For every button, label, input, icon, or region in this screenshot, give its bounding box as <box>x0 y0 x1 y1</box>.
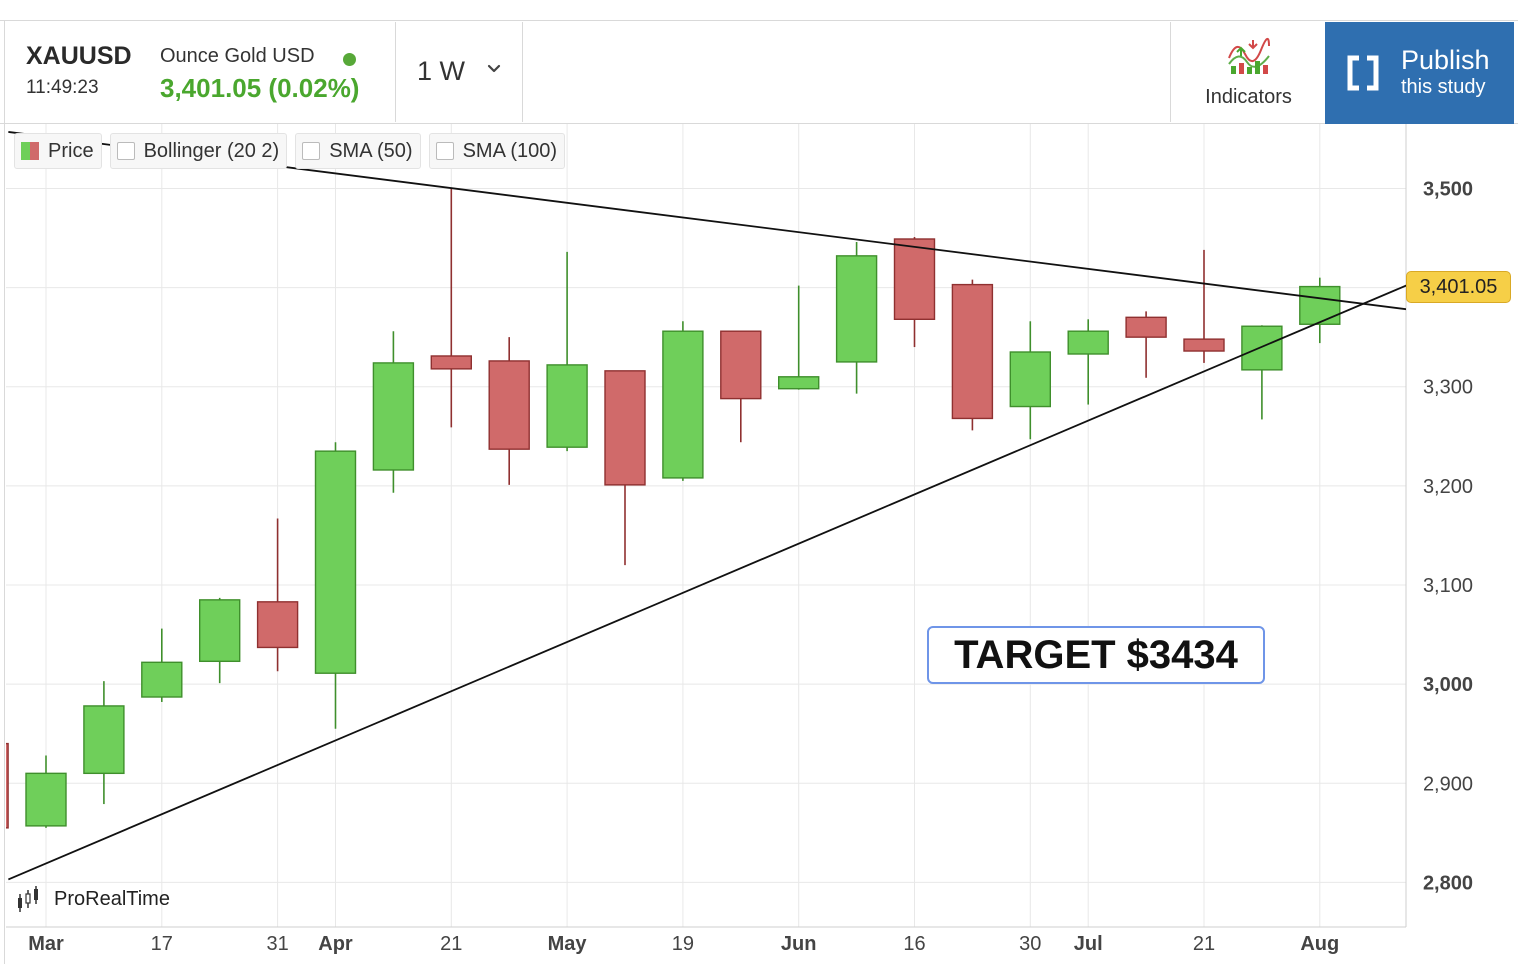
bracket-icon <box>1347 55 1379 91</box>
candle-up <box>372 362 415 471</box>
indicators-icon <box>1228 38 1270 74</box>
last-price: 3,401.05 (0.02%) <box>160 73 360 103</box>
candle-down <box>6 742 9 829</box>
trendline-lower <box>8 284 1406 881</box>
publish-label: Publish <box>1401 45 1490 75</box>
x-tick-label: 17 <box>151 933 173 955</box>
publish-sublabel: this study <box>1401 76 1486 98</box>
checkbox-icon <box>302 142 321 160</box>
publish-button[interactable]: Publish this study <box>1325 22 1514 124</box>
candle-up <box>25 772 67 827</box>
current-price-tag: 3,401.05 <box>1406 270 1511 303</box>
x-tick-label: 21 <box>440 933 462 955</box>
live-status-icon <box>343 53 356 66</box>
x-tick-label: 19 <box>672 933 694 955</box>
x-tick-label: Aug <box>1300 933 1339 955</box>
y-tick-label: 3,000 <box>1423 674 1473 696</box>
chevron-down-icon <box>487 64 501 73</box>
candle-up <box>1299 285 1341 325</box>
candle-up <box>83 705 125 775</box>
legend-sma-100-label: SMA (100) <box>462 139 558 162</box>
candle-up <box>198 599 241 663</box>
candle-up <box>314 450 357 674</box>
legend-sma-50[interactable]: SMA (50) <box>295 133 421 169</box>
candle-up <box>141 661 183 698</box>
x-tick-label: Apr <box>318 933 353 955</box>
x-tick-label: May <box>548 933 588 955</box>
candle-down <box>604 370 646 486</box>
candle-up <box>835 255 878 363</box>
candle-up <box>662 330 704 479</box>
brand: ProRealTime <box>16 884 170 914</box>
candle-up <box>778 376 820 390</box>
x-tick-label: 30 <box>1019 933 1041 955</box>
chart-legend: Price Bollinger (20 2) SMA (50) SMA (100… <box>14 133 566 169</box>
y-tick-label: 3,300 <box>1423 377 1473 399</box>
candle-up <box>1067 330 1109 355</box>
symbol-label: XAUUSD <box>26 42 132 70</box>
candle-down <box>488 360 530 450</box>
candle-down <box>893 238 936 320</box>
candle-down <box>951 283 994 420</box>
interval-selector[interactable]: 1 W <box>397 22 523 122</box>
candle-down <box>1183 338 1225 352</box>
quote-time: 11:49:23 <box>26 77 99 98</box>
y-tick-label: 2,900 <box>1423 773 1473 795</box>
indicators-button[interactable]: Indicators <box>1170 22 1325 122</box>
candle-up <box>1241 325 1283 371</box>
checkbox-icon <box>435 142 454 160</box>
legend-price-label: Price <box>48 139 94 162</box>
indicators-label: Indicators <box>1205 86 1292 108</box>
x-tick-label: 16 <box>903 933 925 955</box>
candles-group <box>6 131 1406 881</box>
x-tick-label: 31 <box>266 933 288 955</box>
candle-down <box>1125 316 1167 338</box>
legend-sma-50-label: SMA (50) <box>329 139 413 162</box>
plot-area <box>6 124 1406 927</box>
candle-down <box>430 355 472 370</box>
y-tick-label: 2,800 <box>1423 872 1473 894</box>
x-tick-label: Mar <box>28 933 64 955</box>
candle-down <box>256 601 299 649</box>
candle-up <box>1009 351 1051 408</box>
legend-bollinger-label: Bollinger (20 2) <box>143 139 280 162</box>
quote-panel: XAUUSD Ounce Gold USD 11:49:23 3,401.05 … <box>8 22 396 122</box>
frame-border <box>4 20 5 964</box>
y-tick-label: 3,500 <box>1423 178 1473 200</box>
x-tick-label: Jun <box>781 933 817 955</box>
legend-sma-100[interactable]: SMA (100) <box>428 133 566 169</box>
legend-price[interactable]: Price <box>14 133 102 169</box>
candle-down <box>720 330 762 400</box>
brand-label: ProRealTime <box>54 887 170 910</box>
checkbox-icon <box>116 142 135 160</box>
candlestick-logo-icon <box>18 886 38 912</box>
y-tick-label: 3,200 <box>1423 476 1473 498</box>
interval-label: 1 W <box>417 56 466 86</box>
y-tick-label: 3,100 <box>1423 575 1473 597</box>
instrument-description: Ounce Gold USD <box>160 45 315 67</box>
x-tick-label: Jul <box>1074 933 1103 955</box>
price-swatch-icon <box>21 142 39 160</box>
candle-up <box>546 364 588 448</box>
target-annotation: TARGET $3434 <box>927 626 1265 684</box>
x-tick-label: 21 <box>1193 933 1215 955</box>
legend-bollinger[interactable]: Bollinger (20 2) <box>109 133 288 169</box>
